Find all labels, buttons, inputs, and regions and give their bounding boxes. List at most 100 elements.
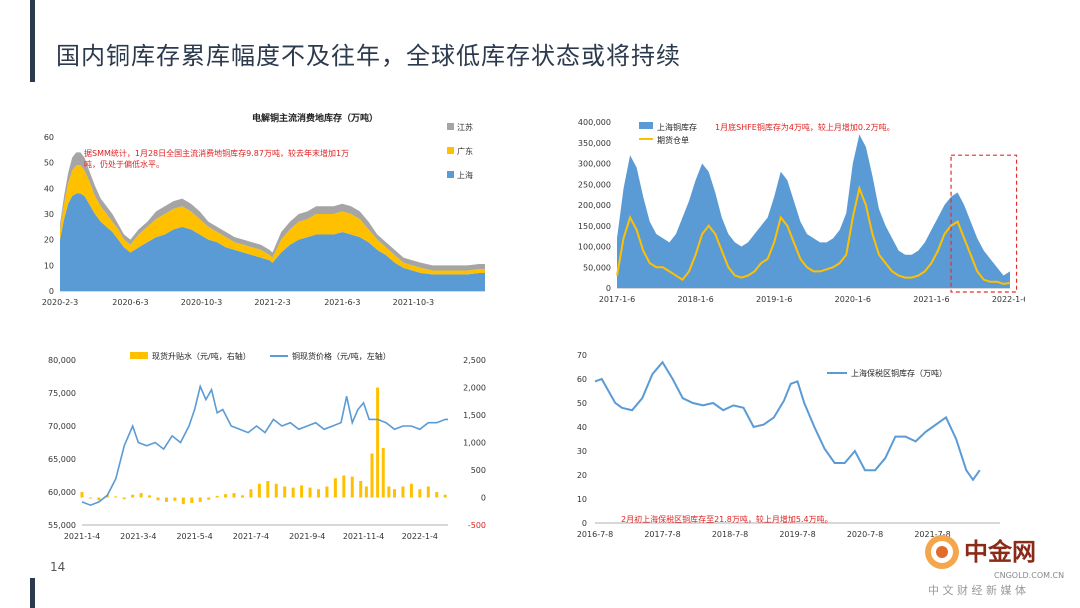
watermark-brand: 中金网 — [964, 538, 1036, 566]
legend-label: 上海 — [457, 170, 473, 180]
chart-title: 电解铜主流消费地库存（万吨） — [252, 112, 378, 124]
annotation: 2月初上海保税区铜库存至21.8万吨，较上月增加5.4万吨。 — [621, 514, 833, 524]
y2-tick-label: -500 — [468, 521, 486, 530]
x-tick-label: 2018-7-8 — [712, 530, 748, 539]
basis-bar — [387, 486, 391, 498]
chart-shfe-inventory: 0 50,000 100,000 150,000 200,000 250,000 300,0… — [578, 118, 1025, 304]
x-tick-label: 2017-7-8 — [644, 530, 680, 539]
basis-bar — [181, 497, 185, 505]
x-tick-label: 2020-6-3 — [112, 298, 148, 307]
y-tick-label: 400,000 — [578, 118, 611, 127]
area-series-上海 — [60, 193, 485, 291]
y2-tick-label: 2,500 — [463, 356, 486, 365]
basis-bar — [291, 487, 295, 498]
basis-bar — [164, 497, 168, 502]
watermark-logo: 中金网 CNGOLD.COM.CN 中 文 财 经 新 媒 体 — [925, 535, 1064, 597]
basis-bar — [274, 483, 278, 498]
x-tick-label: 2021-3-4 — [120, 532, 156, 541]
basis-bar — [370, 453, 374, 498]
basis-bar — [401, 486, 405, 498]
annotation: 1月底SHFE铜库存为4万吨，较上月增加0.2万吨。 — [715, 122, 895, 132]
top-accent-bar — [30, 0, 35, 82]
annotation-line-1: 据SMM统计，1月28日全国主流消费地铜库存9.87万吨，较去年末增加1万 — [84, 148, 349, 158]
basis-bar — [232, 493, 236, 498]
y-tick-label: 150,000 — [578, 222, 611, 231]
basis-bar — [443, 494, 447, 498]
highlight-box — [950, 154, 1018, 293]
basis-bar — [207, 497, 211, 500]
x-tick-label: 2021-5-4 — [176, 532, 212, 541]
x-tick-label: 2019-1-6 — [756, 295, 792, 304]
legend-label: 广东 — [457, 146, 473, 156]
basis-bar — [249, 489, 253, 498]
y-tick-label: 10 — [577, 495, 587, 504]
y-tick-label: 40 — [577, 423, 587, 432]
bottom-accent-bar — [30, 578, 35, 608]
basis-bar — [190, 497, 194, 503]
y-tick-label: 55,000 — [48, 521, 76, 530]
legend-swatch — [447, 147, 454, 154]
y-tick-label: 0 — [582, 519, 587, 528]
basis-bar — [97, 497, 101, 501]
x-tick-label: 2021-1-6 — [913, 295, 949, 304]
basis-bar — [376, 387, 380, 498]
x-tick-label: 2021-10-3 — [393, 298, 434, 307]
basis-bar — [426, 486, 430, 498]
y-tick-label: 50,000 — [583, 263, 611, 272]
x-tick-label: 2022-1-4 — [402, 532, 438, 541]
basis-bar — [333, 478, 337, 498]
x-tick-label: 2016-7-8 — [577, 530, 613, 539]
x-tick-label: 2021-1-4 — [64, 532, 100, 541]
y-tick-label: 350,000 — [578, 139, 611, 148]
y2-tick-label: 1,500 — [463, 411, 486, 420]
basis-bar — [418, 489, 422, 498]
basis-bar — [435, 492, 439, 498]
basis-bar — [131, 494, 135, 498]
x-tick-label: 2021-9-4 — [289, 532, 325, 541]
basis-bar — [350, 476, 354, 498]
chart-bonded-inventory: 0 10 20 30 40 50 60 70 2016-7-8 2017-7-8 2018-7-8 2… — [577, 351, 1000, 539]
basis-bar — [325, 486, 329, 498]
y2-tick-label: 0 — [481, 494, 486, 503]
basis-bar — [364, 486, 368, 498]
basis-bar — [215, 495, 219, 498]
x-tick-label: 2020-7-8 — [847, 530, 883, 539]
legend-label: 现货升贴水（元/吨，右轴） — [152, 351, 251, 361]
chart-consumption-inventory: 电解铜主流消费地库存（万吨） 0 10 20 30 40 50 60 2020-2-3 2020-… — [42, 112, 485, 307]
y-tick-label: 60 — [44, 133, 54, 142]
y2-tick-label: 2,000 — [463, 384, 486, 393]
line-series-bonded-inventory — [594, 360, 981, 482]
y-tick-label: 300,000 — [578, 160, 611, 169]
y-tick-label: 80,000 — [48, 356, 76, 365]
basis-bar — [257, 483, 261, 498]
y-tick-label: 30 — [577, 447, 587, 456]
area-series-广东 — [60, 165, 485, 275]
basis-bar — [173, 497, 177, 501]
basis-bar — [156, 497, 160, 501]
y-tick-label: 50 — [577, 399, 587, 408]
x-tick-label: 2021-2-3 — [254, 298, 290, 307]
y-tick-label: 70 — [577, 351, 587, 360]
chart-spot-price-basis: 55,000 60,000 65,000 70,000 75,000 80,000 -500… — [48, 351, 486, 541]
legend-swatch — [130, 352, 148, 359]
basis-bar — [240, 495, 244, 498]
x-tick-label: 2019-7-8 — [779, 530, 815, 539]
y-tick-label: 100,000 — [578, 243, 611, 252]
y-tick-label: 20 — [44, 236, 54, 245]
y-tick-label: 70,000 — [48, 422, 76, 431]
x-tick-label: 2021-7-8 — [914, 530, 950, 539]
y-tick-label: 30 — [44, 210, 54, 219]
x-tick-label: 2020-1-6 — [835, 295, 871, 304]
basis-bar — [198, 497, 202, 502]
page-title: 国内铜库存累库幅度不及往年，全球低库存状态或将持续 — [56, 42, 681, 70]
y-tick-label: 60,000 — [48, 488, 76, 497]
basis-bar — [88, 497, 92, 499]
legend-label: 铜现货价格（元/吨，左轴） — [292, 351, 391, 361]
x-tick-label: 2020-10-3 — [181, 298, 222, 307]
basis-bar — [148, 495, 152, 498]
legend-label: 上海铜库存 — [657, 122, 697, 132]
watermark-url: CNGOLD.COM.CN — [994, 571, 1064, 580]
x-tick-label: 2018-1-6 — [677, 295, 713, 304]
legend-label: 上海保税区铜库存（万吨） — [851, 368, 947, 378]
basis-bar — [381, 448, 385, 498]
